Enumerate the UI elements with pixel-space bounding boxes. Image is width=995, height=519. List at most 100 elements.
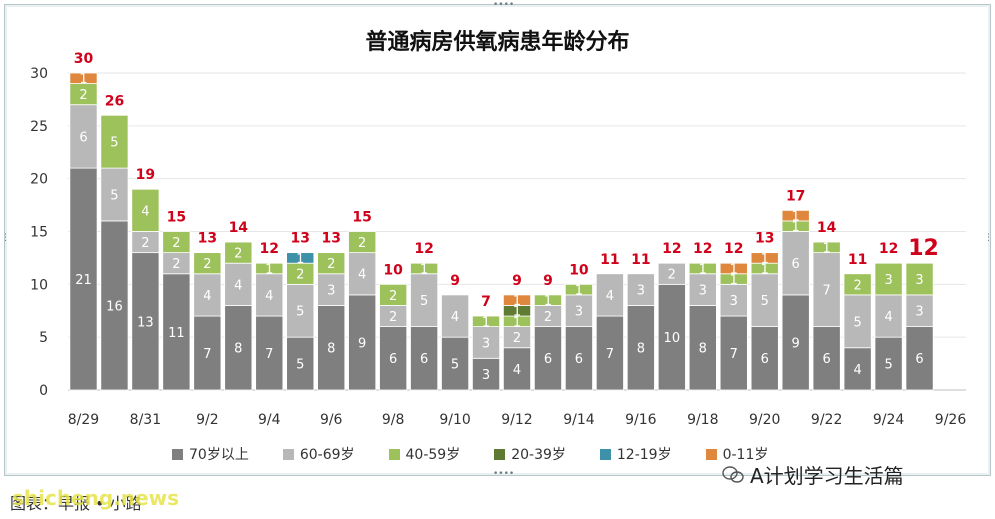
- bar-segment: [564, 326, 593, 391]
- resize-handle-bottom[interactable]: ••••: [493, 469, 515, 479]
- bar-segment: [626, 305, 655, 391]
- bar-segment: [193, 273, 222, 317]
- data-label: 2: [203, 257, 211, 272]
- data-label: 3: [637, 284, 645, 299]
- legend-item: 12-19岁: [599, 444, 672, 464]
- data-label: 7: [203, 347, 211, 362]
- bar-segment: [379, 283, 408, 306]
- bar-segment: [688, 305, 717, 391]
- data-label: 6: [389, 352, 397, 367]
- data-label: 3: [915, 273, 923, 288]
- total-label: 15: [167, 210, 186, 226]
- data-label: 1: [792, 220, 800, 235]
- data-label: 4: [358, 268, 366, 283]
- bar-segment: [286, 283, 315, 338]
- total-label: 12: [908, 236, 939, 261]
- data-label: 5: [761, 294, 769, 309]
- data-label: 5: [110, 136, 118, 151]
- data-label: 3: [482, 368, 490, 383]
- bar-segment: [657, 262, 686, 285]
- bar-segment: [69, 167, 98, 391]
- data-label: 3: [482, 336, 490, 351]
- data-label: 2: [172, 257, 180, 272]
- y-tick-label: 5: [39, 330, 48, 346]
- chart-title: 普通病房供氧病患年龄分布: [365, 30, 630, 55]
- total-label: 9: [450, 273, 460, 289]
- data-label: 1: [575, 284, 583, 299]
- legend-item: 60-69岁: [282, 444, 355, 464]
- bar-segment: [441, 336, 470, 391]
- legend-swatch: [705, 448, 717, 460]
- total-label: 12: [693, 241, 712, 257]
- data-label: 2: [296, 268, 304, 283]
- bar-segment: [843, 294, 872, 349]
- data-label: 2: [668, 268, 676, 283]
- data-label: 6: [420, 352, 428, 367]
- bar-segment: [595, 273, 624, 317]
- y-tick-label: 0: [39, 383, 48, 399]
- data-label: 2: [544, 310, 552, 325]
- bar-segment: [750, 252, 779, 264]
- data-label: 2: [389, 289, 397, 304]
- total-label: 14: [229, 220, 249, 236]
- bar-segment: [69, 72, 98, 84]
- x-tick-label: 8/29: [68, 412, 99, 428]
- total-label: 12: [260, 241, 279, 257]
- bar-segment: [781, 209, 810, 222]
- legend-item: 70岁以上: [172, 444, 249, 464]
- data-label: 2: [141, 236, 149, 251]
- bar-segment: [564, 283, 593, 296]
- total-label: 26: [105, 93, 124, 109]
- total-label: 30: [74, 51, 94, 67]
- resize-handle-right[interactable]: ⋮: [984, 233, 993, 243]
- data-label: 10: [664, 331, 681, 346]
- x-tick-label: 9/4: [258, 412, 281, 428]
- bar-segment: [719, 283, 748, 317]
- legend-label: 20-39岁: [511, 447, 566, 463]
- bar-segment: [472, 357, 501, 391]
- bar-segment: [100, 167, 129, 222]
- total-label: 12: [662, 241, 681, 257]
- data-label: 3: [884, 273, 892, 288]
- bar-segment: [502, 294, 532, 306]
- data-label: 7: [823, 284, 831, 299]
- x-tick-label: 9/8: [382, 412, 405, 428]
- data-label: 5: [296, 358, 304, 373]
- data-label: 3: [915, 305, 923, 320]
- data-label: 2: [853, 278, 861, 293]
- bar-segment: [348, 252, 377, 296]
- total-label: 15: [352, 210, 371, 226]
- data-label: 4: [853, 363, 861, 378]
- data-label: 8: [637, 342, 645, 357]
- resize-handle-left[interactable]: ⋮: [1, 233, 10, 243]
- data-label: 1: [513, 315, 521, 330]
- data-label: 1: [792, 210, 800, 225]
- chart-legend: 70岁以上 60-69岁 40-59岁 20-39岁 12-19岁 0-11岁: [172, 444, 872, 464]
- total-label: 19: [136, 167, 155, 183]
- bar-segment: [719, 262, 748, 275]
- bar-segment: [719, 315, 748, 391]
- data-label: 1: [544, 294, 552, 309]
- y-tick-label: 30: [30, 66, 48, 82]
- legend-swatch: [599, 448, 611, 460]
- data-label: 6: [79, 130, 87, 145]
- data-label: 7: [265, 347, 273, 362]
- total-label: 10: [383, 262, 403, 278]
- data-label: 3: [730, 294, 738, 309]
- bar-segment: [131, 188, 160, 232]
- total-label: 7: [481, 294, 491, 310]
- data-label: 2: [513, 331, 521, 346]
- data-label: 5: [420, 294, 428, 309]
- x-tick-label: 9/12: [501, 412, 532, 428]
- data-label: 1: [699, 262, 707, 277]
- data-label: 1: [730, 262, 738, 277]
- data-label: 4: [141, 204, 149, 219]
- bar-segment: [410, 273, 439, 327]
- bar-segment: [410, 262, 439, 275]
- x-tick-label: 9/16: [625, 412, 657, 428]
- data-label: 7: [606, 347, 614, 362]
- source-caption: 图表：早报 • 小路: [10, 494, 142, 513]
- resize-handle-top[interactable]: ••••: [493, 0, 515, 10]
- data-label: 8: [234, 342, 242, 357]
- data-label: 5: [296, 305, 304, 320]
